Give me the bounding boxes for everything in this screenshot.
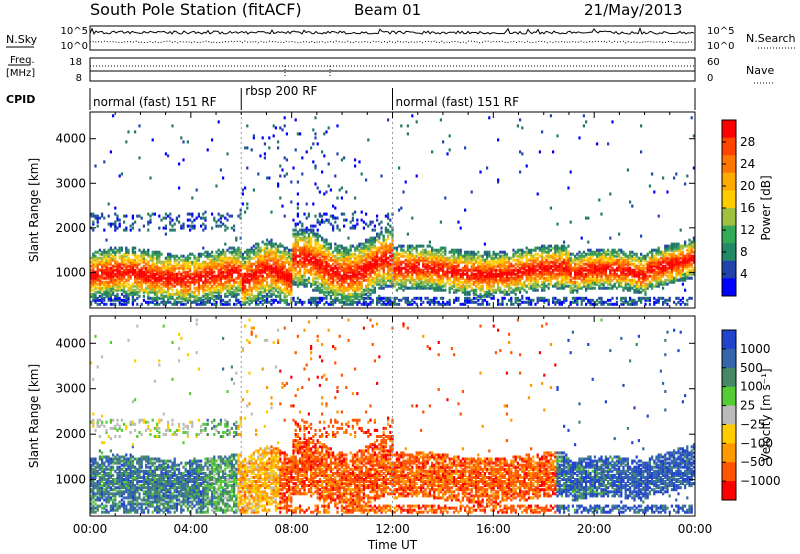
colorbar-tick-label: 24 — [740, 157, 755, 171]
colorbar-tick-label: 1000 — [740, 342, 771, 356]
beam-label: Beam 01 — [354, 1, 421, 19]
nsky-strip: N.Sky 10^5 10^0 10^5 10^0 N.Search — [6, 25, 796, 52]
nsky-label: N.Sky — [6, 33, 38, 46]
freq-strip: Freq. [MHz] 18 8 60 0 Nave — [6, 55, 775, 84]
colorbar-swatch — [722, 190, 736, 209]
plot-title: South Pole Station (fitACF) — [90, 0, 302, 19]
y-tick-label: 4000 — [55, 336, 86, 350]
x-tick-label: 00:00 — [678, 522, 713, 536]
nsearch-label: N.Search — [746, 32, 796, 45]
colorbar-swatch — [722, 208, 736, 227]
colorbar-tick-label: −100 — [740, 436, 773, 450]
freq-tick-bottom: 8 — [76, 73, 82, 84]
colorbar-tick-label: 8 — [740, 245, 748, 259]
colorbar-tick-label: 100 — [740, 380, 763, 394]
y-tick-label: 2000 — [55, 427, 86, 441]
colorbar-swatch — [722, 137, 736, 156]
cpid-strip: CPID normal (fast) 151 RF rbsp 200 RF norm… — [6, 84, 696, 110]
colorbar-swatch — [722, 278, 736, 297]
x-tick-label: 16:00 — [476, 522, 511, 536]
colorbar-tick-label: 12 — [740, 223, 755, 237]
y-tick-label: 3000 — [55, 176, 86, 190]
x-axis-label: Time UT — [367, 538, 418, 552]
colorbar-swatch — [722, 225, 736, 244]
time-axis: 00:00 04:00 08:00 12:00 16:00 20:00 00:00 Time … — [73, 522, 713, 552]
nsky-trace — [89, 26, 695, 35]
colorbar-swatch — [722, 260, 736, 279]
cpid-segment-label: normal (fast) 151 RF — [93, 95, 217, 109]
colorbar-tick-label: 500 — [740, 361, 763, 375]
x-tick-label: 00:00 — [73, 522, 108, 536]
nsearch-tick-bottom: 10^0 — [707, 41, 734, 52]
cpid-segment-label: rbsp 200 RF — [245, 84, 317, 98]
colorbar-swatch — [722, 172, 736, 191]
colorbar-swatch — [722, 443, 736, 463]
colorbar-swatch — [722, 405, 736, 425]
colorbar-swatch — [722, 462, 736, 482]
nave-label: Nave — [746, 64, 774, 77]
x-tick-label: 08:00 — [274, 522, 309, 536]
date-label: 21/May/2013 — [584, 1, 682, 19]
colorbar-swatch — [722, 243, 736, 262]
nsky-tick-top: 10^5 — [61, 26, 88, 37]
x-tick-label: 04:00 — [174, 522, 209, 536]
colorbar-swatch — [722, 120, 736, 139]
colorbar-label: Velocity [m s⁻¹] — [759, 368, 773, 461]
nsearch-tick-top: 10^5 — [707, 26, 734, 37]
nave-tick-bottom: 0 — [707, 73, 713, 84]
velocity-colorbar: 1000 500 100 25 −25 −100 −500 −1000 Velocity [m … — [721, 329, 781, 501]
colorbar-tick-label: −1000 — [740, 474, 781, 488]
colorbar-tick-label: −25 — [740, 417, 765, 431]
colorbar-tick-label: 20 — [740, 179, 755, 193]
colorbar-tick-label: 4 — [740, 267, 748, 281]
x-tick-label: 20:00 — [577, 522, 612, 536]
colorbar-label: Power [dB] — [759, 175, 773, 240]
colorbar-swatch — [722, 424, 736, 444]
freq-label: Freq. — [10, 55, 35, 66]
y-tick-label: 1000 — [55, 265, 86, 279]
colorbar-swatch — [722, 155, 736, 174]
colorbar-tick-label: 25 — [740, 399, 755, 413]
colorbar-swatch — [722, 330, 736, 350]
y-tick-label: 3000 — [55, 382, 86, 396]
nsky-tick-bottom: 10^0 — [61, 41, 88, 52]
x-tick-label: 12:00 — [375, 522, 410, 536]
cpid-segment-label: normal (fast) 151 RF — [396, 95, 520, 109]
colorbar-tick-label: 16 — [740, 201, 755, 215]
y-tick-label: 1000 — [55, 473, 86, 487]
velocity-panel: 1000 2000 3000 4000 Slant Range [km] — [27, 315, 696, 517]
power-colorbar: 28 24 20 16 12 8 4 Power [dB] — [721, 119, 773, 297]
nsearch-trace — [89, 40, 695, 44]
power-panel: 1000 2000 3000 4000 Slant Range [km] — [27, 111, 696, 309]
cpid-label: CPID — [6, 93, 35, 106]
colorbar-tick-label: −500 — [740, 455, 773, 469]
freq-tick-top: 18 — [69, 57, 82, 68]
colorbar-swatch — [722, 367, 736, 388]
colorbar-swatch — [722, 386, 736, 407]
colorbar-swatch — [722, 348, 736, 369]
nave-tick-top: 60 — [707, 57, 720, 68]
y-tick-label: 2000 — [55, 221, 86, 235]
colorbar-swatch — [722, 481, 736, 501]
y-tick-label: 4000 — [55, 132, 86, 146]
freq-unit: [MHz] — [6, 68, 35, 79]
colorbar-tick-label: 28 — [740, 135, 755, 149]
y-axis-label: Slant Range [km] — [27, 364, 41, 468]
y-axis-label: Slant Range [km] — [27, 158, 41, 262]
